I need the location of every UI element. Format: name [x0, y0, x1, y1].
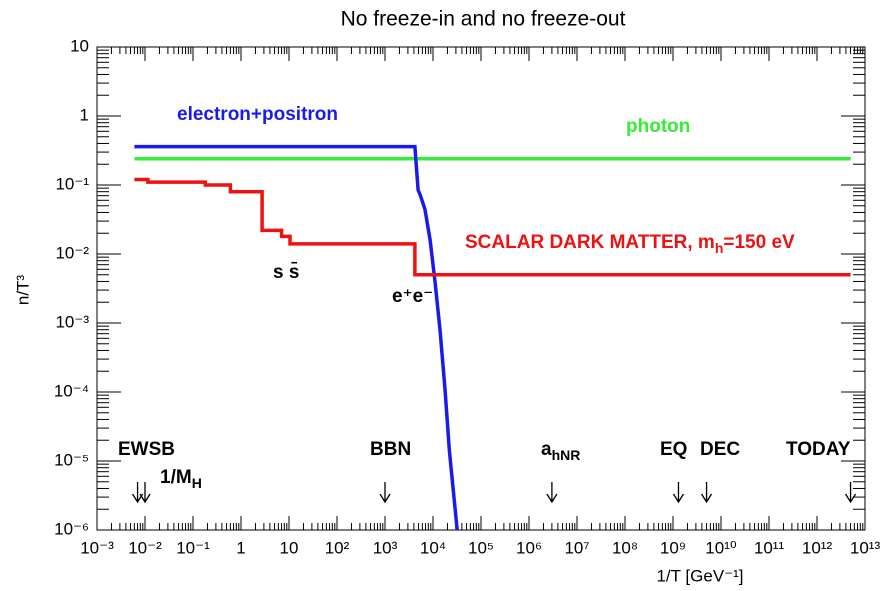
x-tick-label: 10⁴ — [420, 538, 446, 557]
annotation: electron+positron — [177, 104, 338, 125]
annotation: EQ — [660, 439, 687, 460]
x-tick-label: 10² — [325, 538, 350, 557]
y-tick-label: 1 — [80, 105, 89, 124]
y-axis-label: n/T³ — [13, 275, 32, 306]
annotation-text: 1/M — [160, 467, 192, 488]
annotation-text: s s̄ — [273, 262, 299, 283]
annotation-text: EWSB — [118, 439, 175, 460]
x-tick-label: 10¹¹ — [754, 538, 785, 557]
x-tick-label: 10⁸ — [612, 538, 638, 557]
x-tick-label: 1 — [236, 538, 245, 557]
annotation: SCALAR DARK MATTER, mh=150 eV — [465, 232, 795, 256]
annotation-text: electron+positron — [177, 104, 338, 125]
x-axis-label: 1/T [GeV⁻¹] — [656, 566, 743, 585]
annotation: BBN — [370, 439, 411, 460]
y-tick-label: 10⁻⁵ — [54, 450, 89, 469]
x-tick-label: 10⁹ — [660, 538, 686, 557]
x-tick-label: 10¹³ — [850, 538, 881, 557]
annotation: DEC — [700, 439, 740, 460]
chart-title: No freeze-in and no freeze-out — [341, 8, 626, 31]
arrow — [700, 482, 713, 504]
arrow — [132, 482, 144, 504]
annotation: e⁺e⁻ — [392, 286, 433, 307]
annotation: ahNR — [541, 439, 580, 463]
y-tick-label: 10⁻⁶ — [54, 519, 89, 538]
y-tick-label: 10⁻¹ — [55, 174, 89, 193]
x-tick-label: 10⁻² — [128, 538, 162, 557]
annotation-text: EQ — [660, 439, 687, 460]
x-tick-label: 10⁷ — [564, 538, 589, 557]
x-tick-label: 10⁶ — [516, 538, 542, 557]
y-tick-label: 10 — [70, 36, 89, 55]
annotation-text: DEC — [700, 439, 740, 460]
x-tick-label: 10⁵ — [468, 538, 494, 557]
annotation: 1/MH — [160, 467, 202, 491]
annotation-subscript: hNR — [552, 447, 581, 463]
annotation-text: a — [541, 439, 552, 460]
annotation-text: SCALAR DARK MATTER, m — [465, 232, 715, 253]
y-tick-label: 10⁻³ — [55, 312, 89, 331]
arrow — [844, 482, 857, 504]
series-line — [134, 177, 851, 277]
annotation: EWSB — [118, 439, 175, 460]
y-tick-label: 10⁻² — [55, 243, 89, 262]
x-tick-label: 10⁻¹ — [176, 538, 210, 557]
x-tick-label: 10⁻³ — [80, 538, 114, 557]
arrow — [546, 482, 558, 504]
arrow — [672, 482, 685, 504]
annotation-tail: =150 eV — [723, 232, 795, 253]
annotation-subscript: H — [192, 475, 202, 491]
arrow — [379, 482, 391, 504]
annotation: photon — [626, 116, 690, 137]
annotation-text: TODAY — [786, 439, 851, 460]
annotation-text: e⁺e⁻ — [392, 286, 433, 307]
annotation-subscript: h — [715, 240, 724, 256]
annotation: s s̄ — [273, 262, 299, 283]
annotation: TODAY — [786, 439, 851, 460]
arrow — [139, 482, 151, 504]
x-tick-label: 10¹⁰ — [705, 538, 737, 557]
series-line — [134, 144, 459, 531]
x-tick-label: 10 — [280, 538, 299, 557]
y-tick-label: 10⁻⁴ — [54, 381, 89, 400]
annotation-text: BBN — [370, 439, 411, 460]
annotation-text: photon — [626, 116, 690, 137]
x-tick-label: 10¹² — [802, 538, 833, 557]
x-tick-label: 10³ — [373, 538, 398, 557]
